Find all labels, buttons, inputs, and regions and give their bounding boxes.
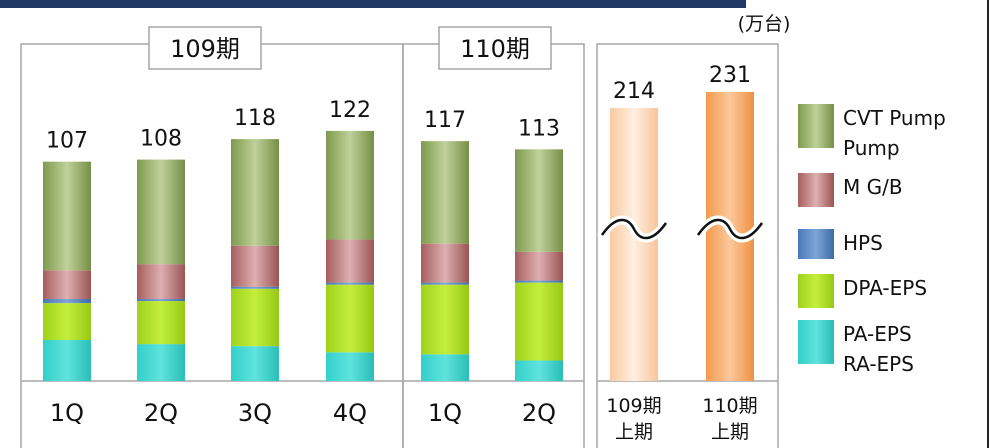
bar-total-label: 113 xyxy=(518,116,560,141)
bar-segment-pa-eps-ra-eps xyxy=(231,346,279,381)
legend-label: RA-EPS xyxy=(843,352,914,376)
bar-segment-dpa-eps xyxy=(231,288,279,347)
group-frame-half-year xyxy=(596,43,779,448)
bar-total-label: 117 xyxy=(424,108,466,133)
bar-segment-dpa-eps xyxy=(43,303,91,340)
bar-total-label: 108 xyxy=(140,127,182,152)
bar-segment-pa-eps-ra-eps xyxy=(326,352,374,381)
bar-segment-hps xyxy=(137,299,185,302)
bar-segment-cvt-pump-pump xyxy=(231,139,279,246)
bar-segment-hps xyxy=(43,299,91,304)
category-tick-label: 2Q xyxy=(144,399,178,427)
bar-segment-m-g-b xyxy=(515,251,563,281)
legend-swatch xyxy=(798,229,834,259)
legend: CVT Pump Pump M G/B HPS DPA-EPS PA-EPS RA-EPS xyxy=(798,104,946,376)
group-title-109: 109期 xyxy=(170,35,240,63)
bar-total-label: 107 xyxy=(46,129,88,154)
bar-segment-hps xyxy=(515,280,563,283)
legend-label: M G/B xyxy=(843,175,903,199)
half-year-bar xyxy=(610,108,658,381)
bar-segment-hps xyxy=(231,286,279,289)
group-title-box-110 xyxy=(438,26,552,70)
bar-segment-m-g-b xyxy=(231,245,279,287)
category-tick-label: 4Q xyxy=(333,399,367,427)
unit-label: (万台) xyxy=(738,13,791,35)
legend-label: HPS xyxy=(843,231,883,255)
category-tick-label: 1Q xyxy=(428,399,462,427)
category-tick-label: 1Q xyxy=(50,399,84,427)
group-title-110: 110期 xyxy=(460,35,530,63)
bar-segment-cvt-pump-pump xyxy=(326,130,374,240)
bar-segment-pa-eps-ra-eps xyxy=(137,344,185,381)
bar-segment-cvt-pump-pump xyxy=(421,141,469,244)
category-tick-label: 3Q xyxy=(238,399,272,427)
bar-segment-m-g-b xyxy=(43,270,91,299)
header-band xyxy=(0,0,746,8)
half-year-value-label: 231 xyxy=(709,63,751,88)
bar-segment-m-g-b xyxy=(326,239,374,283)
bar-segment-m-g-b xyxy=(137,264,185,299)
bar-segment-cvt-pump-pump xyxy=(515,149,563,252)
axis-break-mark xyxy=(600,218,668,240)
legend-swatch xyxy=(798,173,834,207)
half-year-tick-label: 110期 xyxy=(702,395,757,417)
bar-total-label: 118 xyxy=(234,106,276,131)
bar-segment-cvt-pump-pump xyxy=(43,161,91,271)
bar-segment-m-g-b xyxy=(421,243,469,283)
bar-segment-cvt-pump-pump xyxy=(137,159,185,265)
category-tick-label: 2Q xyxy=(522,399,556,427)
bar-segment-pa-eps-ra-eps xyxy=(43,340,91,381)
bar-segment-dpa-eps xyxy=(326,284,374,353)
half-year-tick-label: 109期 xyxy=(606,395,661,417)
axis-break-mark xyxy=(696,218,764,240)
legend-swatch xyxy=(798,274,834,308)
bar-segment-pa-eps-ra-eps xyxy=(421,354,469,381)
bar-segment-dpa-eps xyxy=(515,282,563,361)
legend-label: CVT Pump xyxy=(843,106,946,130)
group-title-box-109 xyxy=(148,26,262,70)
bar-segment-dpa-eps xyxy=(137,301,185,345)
bar-segment-dpa-eps xyxy=(421,284,469,355)
bar-segment-hps xyxy=(421,282,469,285)
bars-layer: 107 1Q 108 2Q 118 3Q 122 4Q 117 1Q 113 2Q xyxy=(43,98,563,427)
bar-segment-pa-eps-ra-eps xyxy=(515,360,563,381)
bar-segment-hps xyxy=(326,282,374,285)
half-year-tick-label: 上期 xyxy=(615,421,653,443)
bar-total-label: 122 xyxy=(329,98,371,123)
legend-swatch xyxy=(798,104,834,148)
legend-label: PA-EPS xyxy=(843,322,912,346)
half-year-tick-label: 上期 xyxy=(711,421,749,443)
legend-label: DPA-EPS xyxy=(843,276,927,300)
legend-swatch xyxy=(798,320,834,364)
legend-label: Pump xyxy=(843,136,900,160)
half-year-value-label: 214 xyxy=(613,79,655,104)
